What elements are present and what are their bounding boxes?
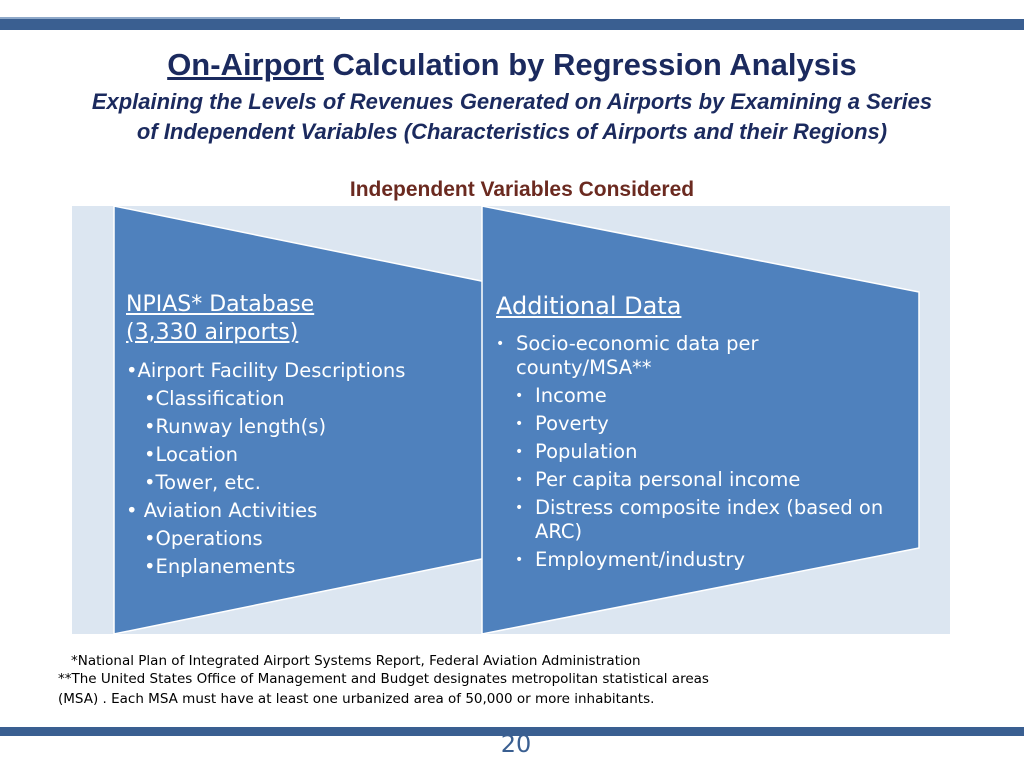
bullet-icon: • xyxy=(515,444,524,460)
right-column: Additional Data • Socio-economic data per… xyxy=(496,292,896,576)
list-item: • Income xyxy=(515,384,607,407)
footnote-3: (MSA) . Each MSA must have at least one … xyxy=(58,691,655,707)
left-column-heading: NPIAS* Database (3,330 airports) xyxy=(126,291,466,347)
list-item: •Operations xyxy=(144,527,263,550)
bullet-icon: • xyxy=(496,336,505,352)
slide-title: On-Airport Calculation by Regression Ana… xyxy=(0,46,1024,84)
title-rest: Calculation by Regression Analysis xyxy=(323,47,857,82)
top-accent-line xyxy=(0,17,340,20)
right-column-heading: Additional Data xyxy=(496,292,682,320)
list-item: •Tower, etc. xyxy=(144,471,261,494)
subtitle-line-1: Explaining the Levels of Revenues Genera… xyxy=(91,89,933,114)
left-heading-line-2: (3,330 airports) xyxy=(126,320,299,345)
list-item: • Population xyxy=(515,440,638,463)
bullet-icon: • xyxy=(515,500,524,516)
bottom-bar xyxy=(0,727,1024,736)
list-item: • Socio-economic data per county/MSA** xyxy=(496,332,759,379)
slide-subtitle: Explaining the Levels of Revenues Genera… xyxy=(0,87,1024,147)
subtitle-line-2: of Independent Variables (Characteristic… xyxy=(136,119,888,144)
list-item: •Classification xyxy=(144,387,285,410)
list-item: • Employment/industry xyxy=(515,548,746,571)
bullet-icon: • xyxy=(515,472,524,488)
title-underlined: On-Airport xyxy=(167,47,324,82)
list-item: •Runway length(s) xyxy=(144,415,327,438)
list-item: •Enplanements xyxy=(144,555,296,578)
list-item: • Aviation Activities xyxy=(126,499,318,522)
bullet-icon: • xyxy=(515,416,524,432)
right-pentagon-shape xyxy=(481,205,920,635)
list-item: •Location xyxy=(144,443,238,466)
left-heading-line-1: NPIAS* Database xyxy=(126,292,315,317)
left-column: NPIAS* Database (3,330 airports) •Airpor… xyxy=(126,291,466,581)
bullet-icon: • xyxy=(515,388,524,404)
section-heading: Independent Variables Considered xyxy=(349,178,695,201)
footnote-2: **The United States Office of Management… xyxy=(58,671,709,687)
list-item: •Airport Facility Descriptions xyxy=(126,359,406,382)
list-item: • Distress composite index (based on ARC) xyxy=(515,496,884,543)
bullet-icon: • xyxy=(515,552,524,568)
top-bar xyxy=(0,19,1024,30)
list-item: • Per capita personal income xyxy=(515,468,801,491)
page-number: 20 xyxy=(500,730,532,758)
list-item: • Poverty xyxy=(515,412,609,435)
footnote-1: *National Plan of Integrated Airport Sys… xyxy=(71,653,641,669)
